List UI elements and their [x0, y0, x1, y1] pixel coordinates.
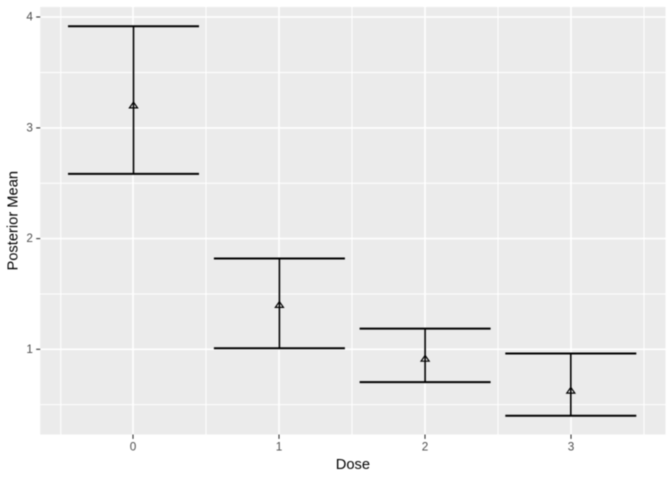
svg-text:Dose: Dose [336, 457, 370, 473]
svg-text:0: 0 [130, 441, 137, 454]
svg-text:3: 3 [26, 121, 33, 134]
svg-text:2: 2 [26, 232, 33, 245]
svg-text:4: 4 [26, 11, 33, 24]
svg-text:1: 1 [26, 343, 33, 356]
svg-text:2: 2 [422, 441, 429, 454]
svg-text:3: 3 [568, 441, 575, 454]
svg-text:Posterior Mean: Posterior Mean [6, 171, 22, 271]
svg-text:1: 1 [276, 441, 283, 454]
